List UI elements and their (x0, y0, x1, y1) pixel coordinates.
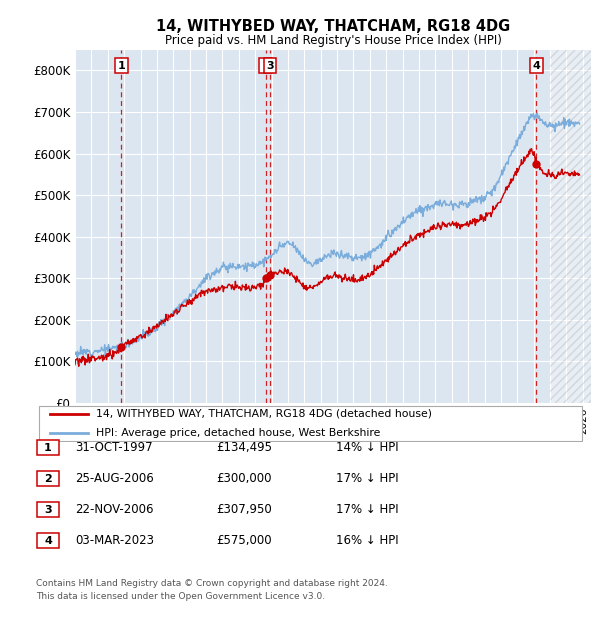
Text: 4: 4 (533, 61, 541, 71)
Text: 14, WITHYBED WAY, THATCHAM, RG18 4DG: 14, WITHYBED WAY, THATCHAM, RG18 4DG (156, 19, 510, 33)
Text: 16% ↓ HPI: 16% ↓ HPI (336, 534, 398, 547)
Text: 1: 1 (44, 443, 52, 453)
Text: 1: 1 (118, 61, 125, 71)
Text: 4: 4 (44, 536, 52, 546)
FancyBboxPatch shape (39, 405, 582, 441)
Text: £307,950: £307,950 (216, 503, 272, 516)
Text: Contains HM Land Registry data © Crown copyright and database right 2024.
This d: Contains HM Land Registry data © Crown c… (36, 580, 388, 601)
FancyBboxPatch shape (37, 533, 59, 549)
Text: Price paid vs. HM Land Registry's House Price Index (HPI): Price paid vs. HM Land Registry's House … (164, 34, 502, 46)
FancyBboxPatch shape (37, 440, 59, 456)
Text: 25-AUG-2006: 25-AUG-2006 (75, 472, 154, 485)
Text: £575,000: £575,000 (216, 534, 272, 547)
Text: 17% ↓ HPI: 17% ↓ HPI (336, 472, 398, 485)
Text: HPI: Average price, detached house, West Berkshire: HPI: Average price, detached house, West… (97, 428, 381, 438)
Text: 03-MAR-2023: 03-MAR-2023 (75, 534, 154, 547)
Text: 2: 2 (44, 474, 52, 484)
Text: 2: 2 (262, 61, 269, 71)
Text: 14, WITHYBED WAY, THATCHAM, RG18 4DG (detached house): 14, WITHYBED WAY, THATCHAM, RG18 4DG (de… (97, 409, 433, 419)
Bar (550, 50, 591, 403)
FancyBboxPatch shape (37, 502, 59, 518)
Text: 17% ↓ HPI: 17% ↓ HPI (336, 503, 398, 516)
Text: £300,000: £300,000 (216, 472, 271, 485)
Text: 22-NOV-2006: 22-NOV-2006 (75, 503, 154, 516)
Text: 3: 3 (44, 505, 52, 515)
Text: 3: 3 (266, 61, 274, 71)
Text: £134,495: £134,495 (216, 441, 272, 454)
FancyBboxPatch shape (37, 471, 59, 487)
Text: 31-OCT-1997: 31-OCT-1997 (75, 441, 152, 454)
Text: 14% ↓ HPI: 14% ↓ HPI (336, 441, 398, 454)
